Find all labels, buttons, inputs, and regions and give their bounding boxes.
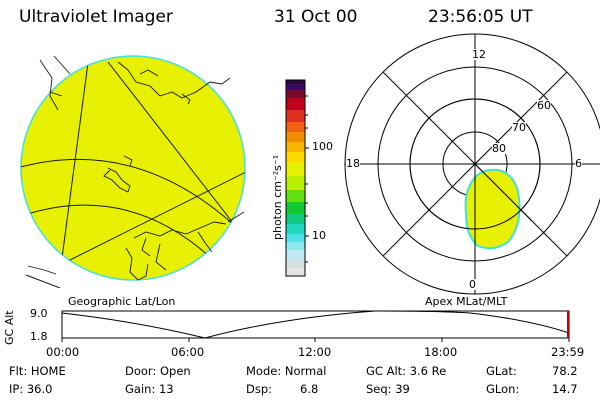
time-tick-label: 06:00 (171, 345, 205, 359)
status-seq: Seq: 39 (366, 382, 410, 396)
mlat-label: 60 (537, 99, 551, 112)
instrument-title: Ultraviolet Imager (19, 7, 173, 27)
time-tick-label: 12:00 (298, 345, 332, 359)
caption-geographic: Geographic Lat/Lon (68, 295, 176, 308)
mlt-label-top: 12 (472, 48, 486, 61)
status-flt: Flt: HOME (9, 364, 66, 378)
status-dsp-label: Dsp: (246, 382, 273, 396)
geographic-image (20, 55, 246, 288)
polar-plot (344, 33, 600, 295)
parallel-line (21, 158, 245, 241)
coastlines (27, 55, 231, 281)
mlat-label: 70 (512, 121, 526, 134)
altitude-max-label: 9.0 (30, 307, 48, 320)
time-label: 23:56:05 UT (428, 7, 533, 27)
status-door: Door: Open (125, 364, 191, 378)
meridian-line (57, 56, 91, 280)
status-glon-label: GLon: (486, 382, 520, 396)
earth-disc (20, 55, 246, 281)
status-ip: IP: 36.0 (9, 382, 53, 396)
time-tick-label: 00:00 (46, 345, 80, 359)
mlat-label: 80 (492, 142, 506, 155)
time-tick-label: 23:59 (551, 345, 585, 359)
status-gcalt: GC Alt: 3.6 Re (366, 364, 447, 378)
altitude-curve (61, 310, 570, 339)
mlt-label-right: 6 (575, 157, 582, 170)
date-label: 31 Oct 00 (274, 7, 358, 27)
status-glon-value: 14.7 (552, 382, 578, 396)
colorbar-unit-label: photon cm⁻²s⁻¹ (271, 154, 284, 240)
colorbar-tick-label: 10 (312, 229, 326, 242)
colorbar-tick-label: 100 (312, 140, 333, 153)
altitude-axis-label: GC Alt (3, 310, 16, 345)
status-mode: Mode: Normal (246, 364, 327, 378)
status-glat-label: GLat: (486, 364, 517, 378)
color-bar (285, 79, 309, 277)
altitude-min-label: 1.8 (30, 330, 48, 343)
altitude-strip (61, 310, 570, 342)
status-dsp-value: 6.8 (300, 382, 319, 396)
caption-apex: Apex MLat/MLT (425, 295, 508, 308)
meridian-line (107, 61, 241, 233)
time-tick-label: 18:00 (424, 345, 458, 359)
status-glat-value: 78.2 (552, 364, 578, 378)
status-gain: Gain: 13 (125, 382, 174, 396)
mlt-label-bottom: 0 (469, 278, 476, 291)
mlt-label-left: 18 (346, 157, 360, 170)
